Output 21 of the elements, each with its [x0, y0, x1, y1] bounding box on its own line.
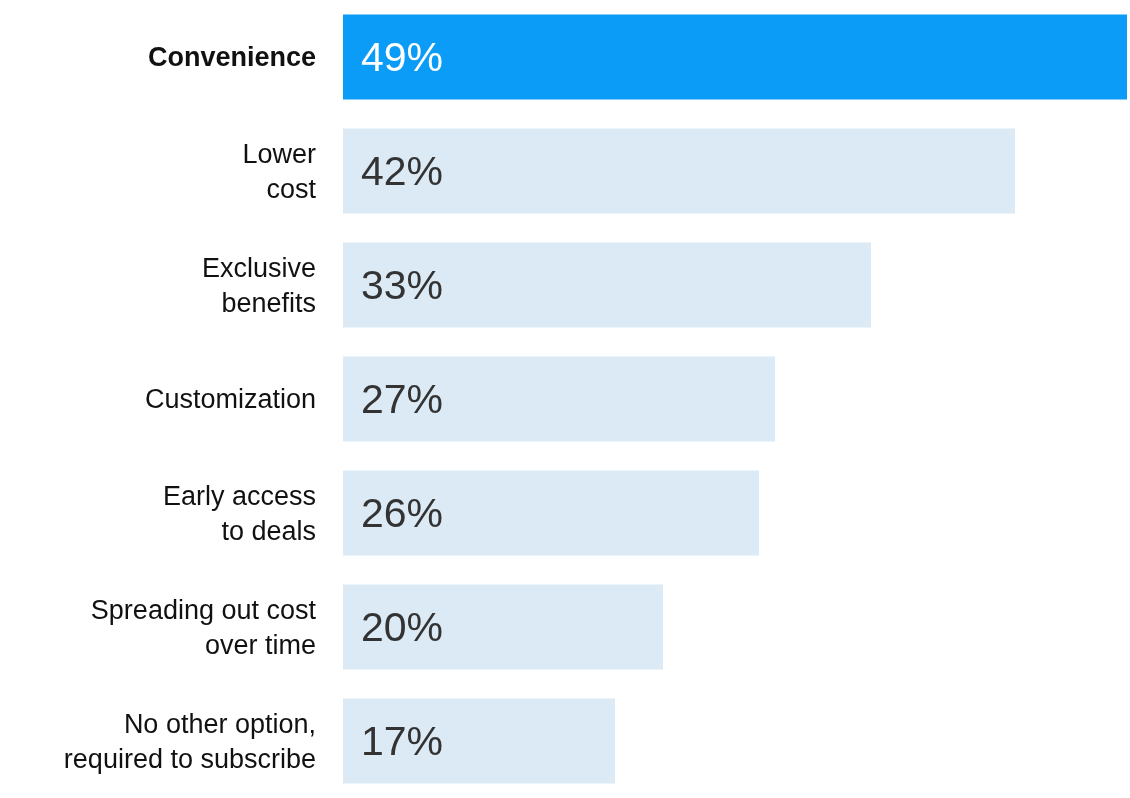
y-tick-label: Early access to deals [162, 480, 316, 546]
y-tick-label: No other option, required to subscribe [63, 708, 316, 774]
bar [343, 128, 1015, 214]
data-label: 42% [361, 148, 444, 194]
y-tick-label: Exclusive benefits [201, 252, 316, 318]
data-label: 49% [361, 34, 444, 80]
data-label: 20% [361, 604, 444, 650]
y-tick-label: Lower cost [242, 138, 317, 204]
bar [343, 584, 663, 670]
data-label: 17% [361, 718, 444, 764]
y-tick-label: Customization [144, 384, 316, 414]
data-label: 27% [361, 376, 444, 422]
bar [343, 242, 871, 328]
bar [343, 356, 775, 442]
data-label: 33% [361, 262, 444, 308]
data-label: 26% [361, 490, 444, 536]
bar [343, 14, 1127, 100]
y-tick-label: Spreading out cost over time [90, 594, 317, 660]
y-tick-label: Convenience [147, 42, 316, 72]
bar [343, 698, 615, 784]
bar [343, 470, 759, 556]
